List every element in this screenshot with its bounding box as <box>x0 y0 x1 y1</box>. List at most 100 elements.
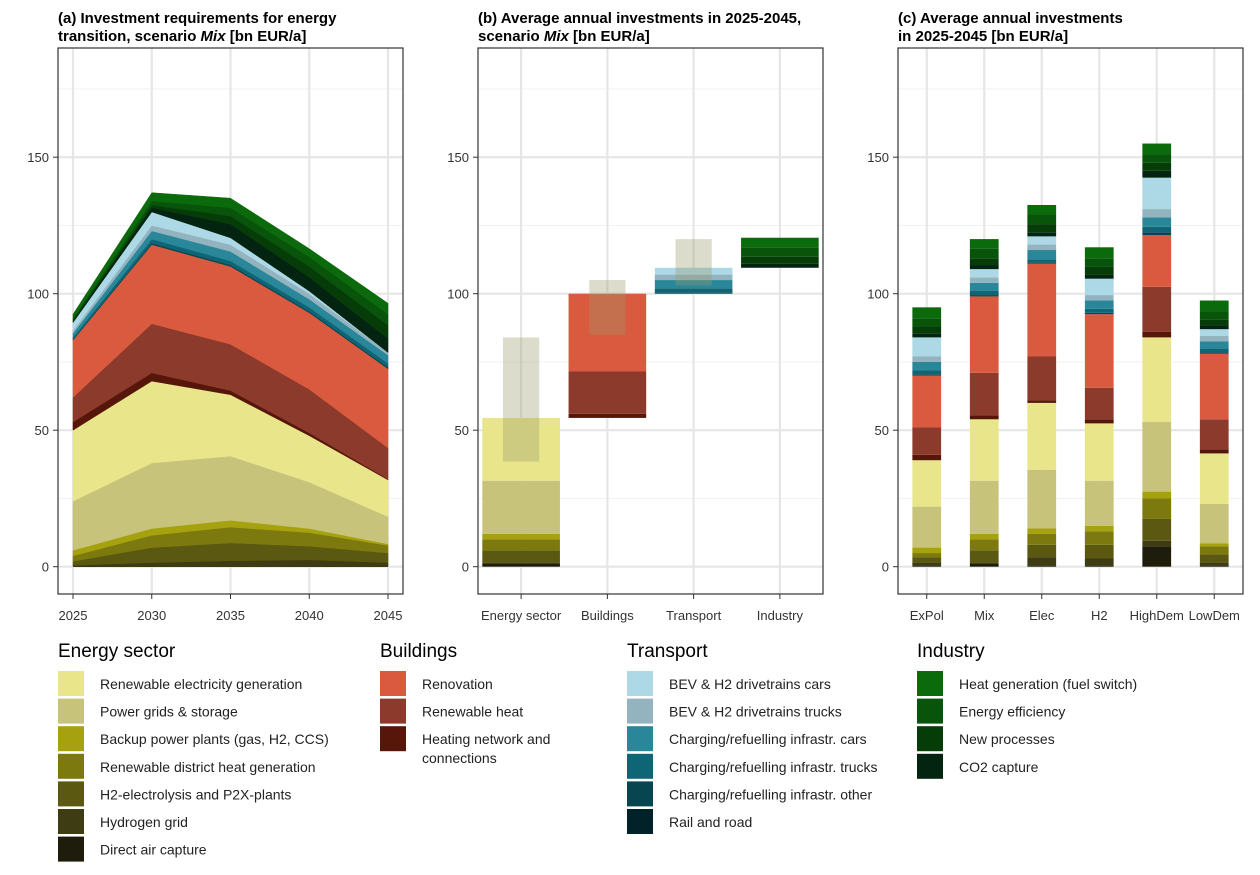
bar-segment-charging_trucks <box>1027 259 1057 263</box>
bar-segment-charging_trucks <box>1084 308 1114 313</box>
legend-key-rail_road <box>627 809 653 834</box>
bar-segment-charging_cars <box>969 282 999 291</box>
legend-label: Charging/refuelling infrastr. other <box>669 786 872 802</box>
legend-label: Charging/refuelling infrastr. cars <box>669 731 867 747</box>
legend-label: H2-electrolysis and P2X-plants <box>100 786 291 802</box>
bar-segment-bev_cars <box>1027 236 1057 245</box>
x-tick-label: 2045 <box>374 608 403 623</box>
legend: Energy sector Renewable electricity gener… <box>58 641 1137 862</box>
legend-title: Transport <box>627 641 708 662</box>
bar-segment-h2_electrolysis <box>912 557 942 563</box>
bar-segment-charging_other <box>654 292 733 294</box>
legend-key-h2_electrolysis <box>58 781 84 807</box>
bar-segment-backup_power <box>482 533 560 540</box>
bar-segment-energy_efficiency <box>1084 258 1114 267</box>
legend-label: New processes <box>959 731 1055 747</box>
bar-segment-heating_network <box>1142 331 1172 338</box>
bar-segment-direct_air_capture <box>1199 565 1229 567</box>
bar-segment-heat_generation <box>1142 143 1172 155</box>
panel-title-line1: (b) Average annual investments in 2025-2… <box>478 10 801 27</box>
y-tick-label: 100 <box>867 287 889 302</box>
legend-label: Direct air capture <box>100 842 207 858</box>
y-tick-label: 0 <box>462 560 469 575</box>
bar-segment-power_grids <box>1027 469 1057 529</box>
y-tick-label: 100 <box>447 287 469 302</box>
bar-segment-direct_air_capture <box>969 563 999 567</box>
panel-title-line2: in 2025-2045 [bn EUR/a] <box>898 28 1068 45</box>
bar-segment-charging_cars <box>1027 250 1057 260</box>
bar-segment-charging_other <box>1142 232 1172 236</box>
bar-segment-renovation <box>1084 314 1114 388</box>
bar-segment-renewable_heat <box>1142 286 1172 332</box>
bar-segment-power_grids <box>482 480 560 534</box>
bar-segment-h2_electrolysis <box>1084 544 1114 559</box>
bar-segment-power_grids <box>1142 422 1172 492</box>
bar-segment-charging_cars <box>1084 300 1114 309</box>
bar-segment-co2_capture <box>1084 274 1114 279</box>
bar-segment-new_processes <box>1199 319 1229 326</box>
bar-segment-heating_network <box>912 454 942 461</box>
bar-segment-backup_power <box>1084 525 1114 532</box>
x-tick-label: Buildings <box>581 608 634 623</box>
bar-segment-energy_efficiency <box>741 247 819 257</box>
bar-segment-backup_power <box>1199 543 1229 547</box>
bar-segment-power_grids <box>969 480 999 534</box>
bar-segment-direct_air_capture <box>482 563 560 567</box>
bar-segment-new_processes <box>969 258 999 266</box>
bar-segment-charging_trucks <box>912 370 942 375</box>
panel-border <box>477 47 824 595</box>
bar-segment-district_heat <box>969 539 999 551</box>
legend-key-backup_power <box>58 726 84 752</box>
bar-segment-bev_cars <box>1142 177 1172 210</box>
bar-segment-renewable_electricity <box>969 419 999 481</box>
legend-label: Renewable district heat generation <box>100 759 316 775</box>
bar-segment-hydrogen_grid <box>1027 557 1057 566</box>
bar-segment-h2_electrolysis <box>1027 544 1057 558</box>
bar-segment-new_processes <box>912 326 942 334</box>
bar-segment-bev_cars <box>912 337 942 357</box>
bar-segment-h2_electrolysis <box>1142 518 1172 541</box>
panel-b-average-investments-by-sector: (b) Average annual investments in 2025-2… <box>447 10 824 623</box>
x-tick-label: Mix <box>974 608 995 623</box>
bar-segment-hydrogen_grid <box>1199 562 1229 566</box>
bar-segment-charging_other <box>969 295 999 297</box>
y-tick-label: 50 <box>875 423 889 438</box>
bar-segment-backup_power <box>912 547 942 554</box>
legend-label: CO2 capture <box>959 759 1039 775</box>
bar-segment-direct_air_capture <box>1142 546 1172 567</box>
legend-key-renewable_electricity <box>58 671 84 696</box>
legend-key-renovation <box>380 671 406 696</box>
legend-label: Renewable electricity generation <box>100 676 302 692</box>
bar-segment-power_grids <box>1199 503 1229 544</box>
bar-segment-co2_capture <box>741 263 819 268</box>
y-tick-label: 150 <box>867 150 889 165</box>
bar-segment-renovation <box>1142 235 1172 287</box>
bar-segment-renewable_heat <box>1199 419 1229 450</box>
bar-segment-energy_efficiency <box>1027 214 1057 225</box>
legend-label: Heating network and <box>422 731 550 747</box>
legend-label: BEV & H2 drivetrains cars <box>669 676 831 692</box>
bar-segment-renewable_heat <box>969 372 999 416</box>
y-tick-label: 150 <box>27 150 49 165</box>
legend-key-heat_generation <box>917 671 943 696</box>
bar-segment-renewable_electricity <box>482 417 560 481</box>
legend-key-charging_other <box>627 781 653 807</box>
scenario-range-box <box>675 239 712 286</box>
y-tick-label: 100 <box>27 287 49 302</box>
bar-segment-charging_cars <box>1199 341 1229 349</box>
bar-segment-renewable_electricity <box>1027 402 1057 470</box>
x-tick-label: H2 <box>1091 608 1108 623</box>
x-tick-label: ExPol <box>910 608 944 623</box>
bar-segment-renovation <box>969 296 999 373</box>
panel-a-investment-requirements: (a) Investment requirements for energytr… <box>27 10 404 623</box>
bar-segment-heating_network <box>1084 419 1114 424</box>
bar-segment-renewable_heat <box>1084 387 1114 420</box>
bar-segment-bev_cars <box>1199 329 1229 337</box>
area-heat_generation <box>72 192 389 320</box>
bar-segment-charging_trucks <box>1199 348 1229 353</box>
bar-segment-heat_generation <box>741 237 819 248</box>
bar-segment-direct_air_capture <box>1027 565 1057 567</box>
y-tick-label: 0 <box>42 560 49 575</box>
